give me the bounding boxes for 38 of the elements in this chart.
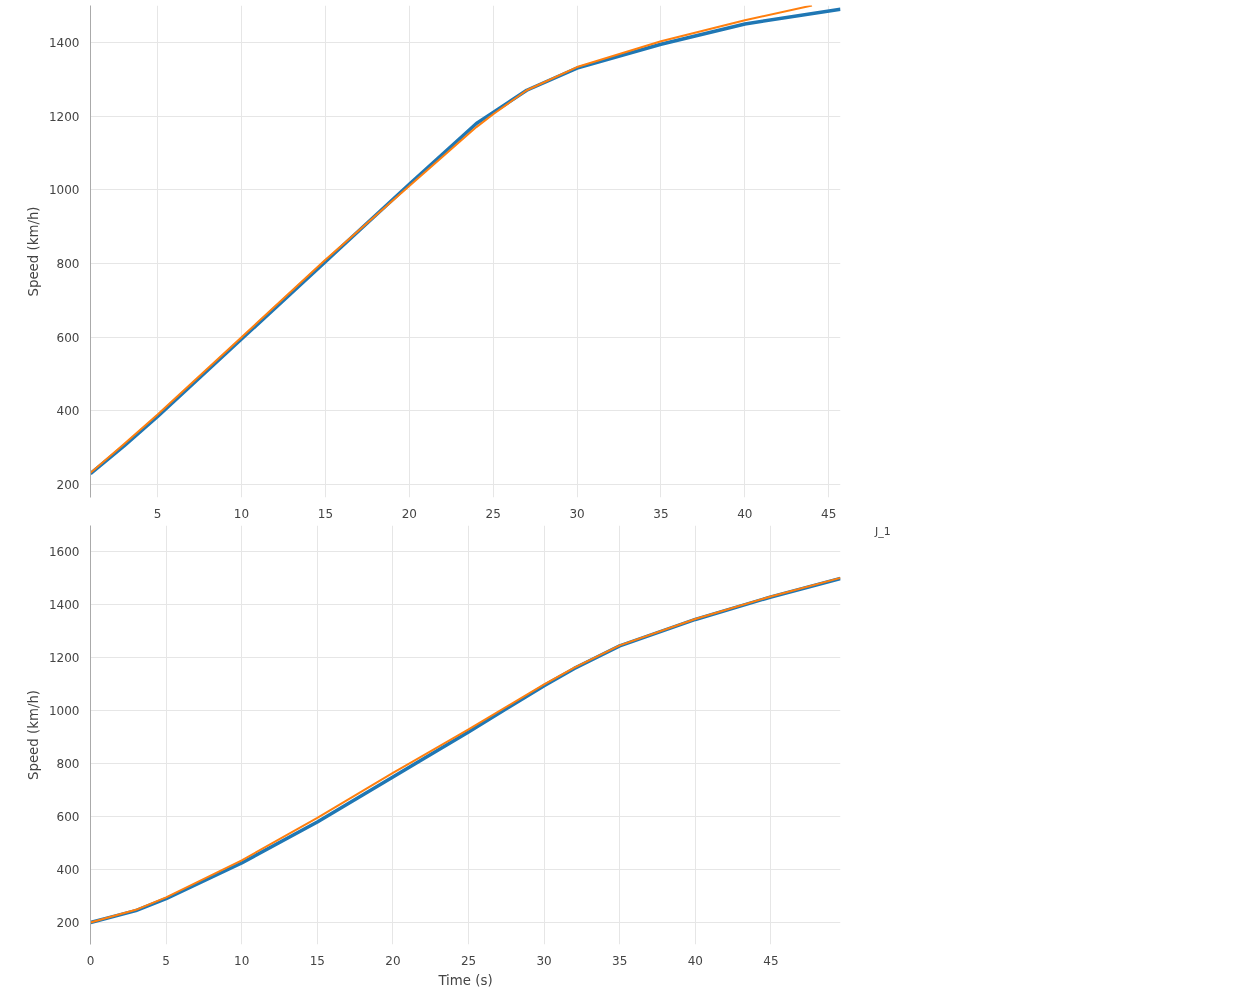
x-tick-label: 10 (233, 506, 250, 521)
x-tick-label: 15 (317, 506, 334, 521)
x-tick-label: 45 (763, 953, 779, 968)
x-tick-label: 10 (234, 953, 250, 968)
y-tick-label: 600 (56, 330, 80, 345)
x-tick-label: 30 (569, 506, 585, 521)
x-tick-label: 0 (86, 953, 95, 968)
y-axis-title: Speed (km/h) (25, 689, 41, 781)
x-tick-label: 25 (460, 953, 477, 968)
y-tick-label: 800 (56, 757, 80, 772)
x-tick-label: 25 (485, 506, 501, 521)
y-tick-label: 1000 (48, 704, 80, 719)
x-tick-label: 45 (821, 506, 837, 521)
y-tick-label: 1200 (48, 651, 80, 666)
x-tick-label: 35 (612, 953, 628, 968)
y-tick-label: 400 (56, 863, 80, 878)
y-tick-label: 200 (56, 478, 80, 493)
y-tick-label: 800 (56, 256, 80, 271)
x-tick-label: 30 (536, 953, 552, 968)
x-tick-label: 5 (153, 506, 162, 521)
y-tick-label: 1000 (48, 183, 80, 198)
x-tick-label: 5 (162, 953, 170, 968)
y-tick-label: 1400 (48, 598, 80, 613)
x-tick-label: 40 (737, 506, 753, 521)
y-tick-label: 1200 (48, 109, 80, 124)
y-tick-label: 400 (56, 404, 80, 419)
y-tick-label: 200 (56, 916, 80, 931)
x-tick-label: 15 (309, 953, 325, 968)
y-axis-title: Speed (km/h) (25, 206, 41, 297)
y-tick-label: 600 (56, 810, 80, 825)
x-tick-label: 20 (385, 953, 401, 968)
y-tick-label: 1400 (48, 35, 80, 50)
text: J_1 (875, 524, 891, 540)
x-tick-label: 40 (687, 953, 703, 968)
x-tick-label: 35 (653, 506, 669, 521)
x-tick-label: 20 (401, 506, 417, 521)
y-tick-label: 1600 (48, 545, 80, 560)
x-axis-title: Time (s) (437, 972, 493, 988)
